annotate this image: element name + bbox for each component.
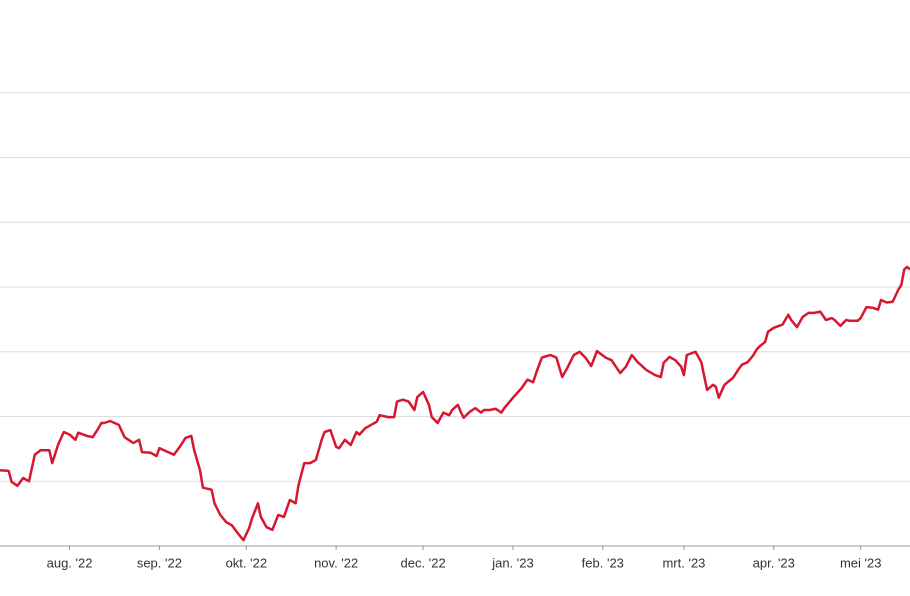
x-tick-label: mei '23 — [840, 555, 882, 570]
x-tick-label: apr. '23 — [753, 555, 795, 570]
x-tick-label: dec. '22 — [401, 555, 446, 570]
line-series — [0, 265, 910, 542]
x-tick-label: aug. '22 — [47, 555, 93, 570]
x-tick-label: mrt. '23 — [662, 555, 705, 570]
x-tick-label: sep. '22 — [137, 555, 182, 570]
x-tick-label: jan. '23 — [491, 555, 534, 570]
x-tick-label: feb. '23 — [582, 555, 624, 570]
x-tick-label: okt. '22 — [226, 555, 268, 570]
x-tick-label: nov. '22 — [314, 555, 358, 570]
